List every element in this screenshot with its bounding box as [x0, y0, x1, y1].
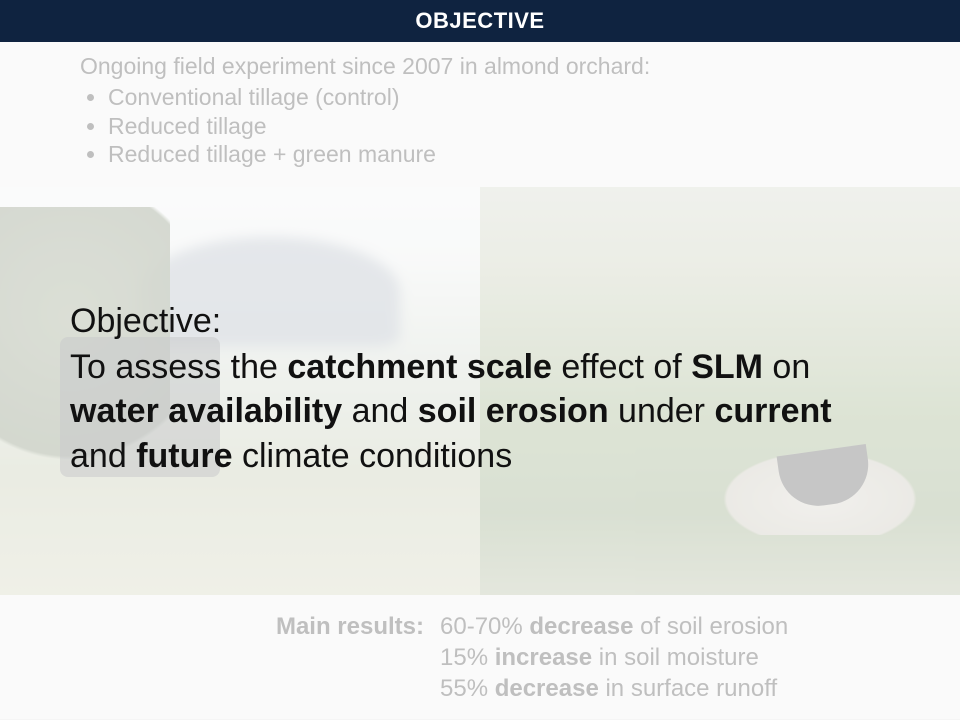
results-line: 60-70% decrease of soil erosion	[440, 611, 920, 642]
results-bold-span: decrease	[495, 675, 599, 702]
results-span: 60-70%	[440, 613, 529, 640]
objective-bold-span: water availability	[70, 392, 342, 430]
results-span: in surface runoff	[599, 675, 777, 702]
results-span: of soil erosion	[633, 613, 788, 640]
intro-bullet-list: Conventional tillage (control) Reduced t…	[80, 83, 880, 169]
objective-label: Objective:	[70, 299, 890, 343]
results-span: in soil moisture	[592, 644, 759, 671]
results-span: 55%	[440, 675, 495, 702]
objective-text-box: Objective: To assess the catchment scale…	[70, 299, 890, 478]
results-label: Main results:	[40, 611, 440, 642]
results-label-spacer	[40, 642, 440, 673]
objective-bold-span: catchment scale	[287, 348, 552, 386]
results-line: 15% increase in soil moisture	[440, 642, 920, 673]
slide-title-bar: OBJECTIVE	[0, 0, 960, 42]
objective-span: and	[342, 392, 418, 430]
results-line: 55% decrease in surface runoff	[440, 673, 920, 704]
slide-title: OBJECTIVE	[415, 8, 544, 33]
intro-lead: Ongoing field experiment since 2007 in a…	[80, 52, 880, 81]
objective-span: on	[763, 348, 810, 386]
intro-block: Ongoing field experiment since 2007 in a…	[0, 42, 960, 187]
objective-span: climate conditions	[233, 437, 513, 475]
results-label-spacer	[40, 673, 440, 704]
objective-bold-span: soil erosion	[418, 392, 609, 430]
objective-span: To assess the	[70, 348, 287, 386]
results-bold-span: decrease	[529, 613, 633, 640]
intro-bullet: Reduced tillage	[108, 112, 880, 141]
objective-body: To assess the catchment scale effect of …	[70, 345, 890, 478]
results-block: Main results: 60-70% decrease of soil er…	[0, 595, 960, 719]
results-span: 15%	[440, 644, 495, 671]
objective-span: and	[70, 437, 136, 475]
objective-span: under	[609, 392, 715, 430]
results-bold-span: increase	[495, 644, 592, 671]
objective-span: effect of	[552, 348, 691, 386]
objective-bold-span: future	[136, 437, 232, 475]
objective-bold-span: current	[714, 392, 831, 430]
intro-bullet: Reduced tillage + green manure	[108, 140, 880, 169]
background-photo-strip: Objective: To assess the catchment scale…	[0, 187, 960, 595]
objective-bold-span: SLM	[691, 348, 763, 386]
intro-bullet: Conventional tillage (control)	[108, 83, 880, 112]
